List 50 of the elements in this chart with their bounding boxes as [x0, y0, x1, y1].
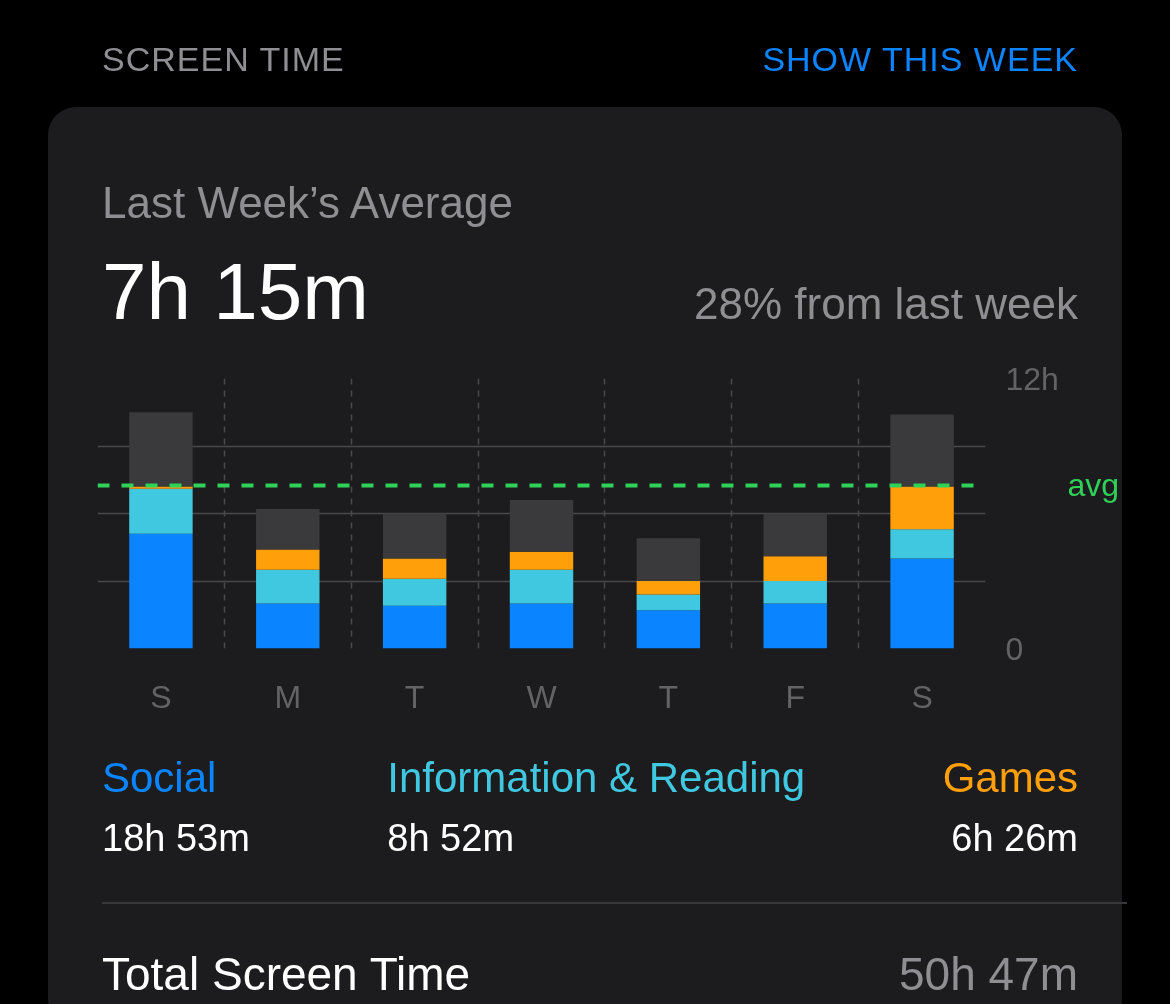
chart-title: Last Week’s Average [102, 177, 514, 229]
bar [129, 488, 193, 534]
text: 50h 47m [898, 947, 1078, 1002]
x-tick-label: S [150, 678, 172, 715]
chart-subtitle: 7h 15m [102, 245, 369, 338]
text: 8h 52m [387, 817, 515, 859]
bar [890, 414, 954, 487]
x-tick-label: M [274, 678, 302, 715]
bar [256, 569, 320, 604]
text: 28% from last week [694, 277, 1078, 330]
bar [509, 551, 574, 570]
ref-line-label: avg [1067, 467, 1120, 504]
bar [890, 558, 954, 649]
bar [256, 509, 320, 550]
bar [509, 500, 574, 552]
text: SHOW THIS WEEK [762, 39, 1078, 80]
bar [763, 581, 827, 604]
y-tick-label: 0 [1005, 630, 1024, 667]
text: SCREEN TIME [102, 39, 345, 80]
bar [256, 603, 320, 649]
x-tick-label: W [526, 678, 558, 715]
bar [509, 603, 574, 649]
text: Information & Reading [387, 754, 806, 801]
bar [129, 412, 193, 487]
bar [636, 581, 701, 595]
bar [636, 594, 701, 611]
bar [382, 558, 447, 579]
bar [636, 610, 701, 649]
bar [763, 513, 827, 557]
bar [256, 549, 320, 570]
bar [382, 578, 447, 606]
x-tick-label: F [785, 678, 805, 715]
bar [129, 533, 193, 649]
bar [890, 529, 954, 559]
y-tick-label: 12h [1005, 360, 1059, 397]
x-tick-label: S [911, 678, 933, 715]
bar [382, 513, 447, 559]
bar [509, 569, 574, 604]
bar [890, 486, 954, 530]
bar [636, 538, 701, 581]
bar [763, 556, 827, 581]
text: 18h 53m [102, 817, 250, 859]
x-tick-label: T [658, 678, 679, 715]
text: Social [102, 754, 217, 801]
bar [763, 603, 827, 649]
bar [382, 605, 447, 649]
text: Total Screen Time [102, 947, 471, 1002]
text: 6h 26m [951, 817, 1078, 859]
text: Games [942, 754, 1078, 801]
x-tick-label: T [404, 678, 425, 715]
